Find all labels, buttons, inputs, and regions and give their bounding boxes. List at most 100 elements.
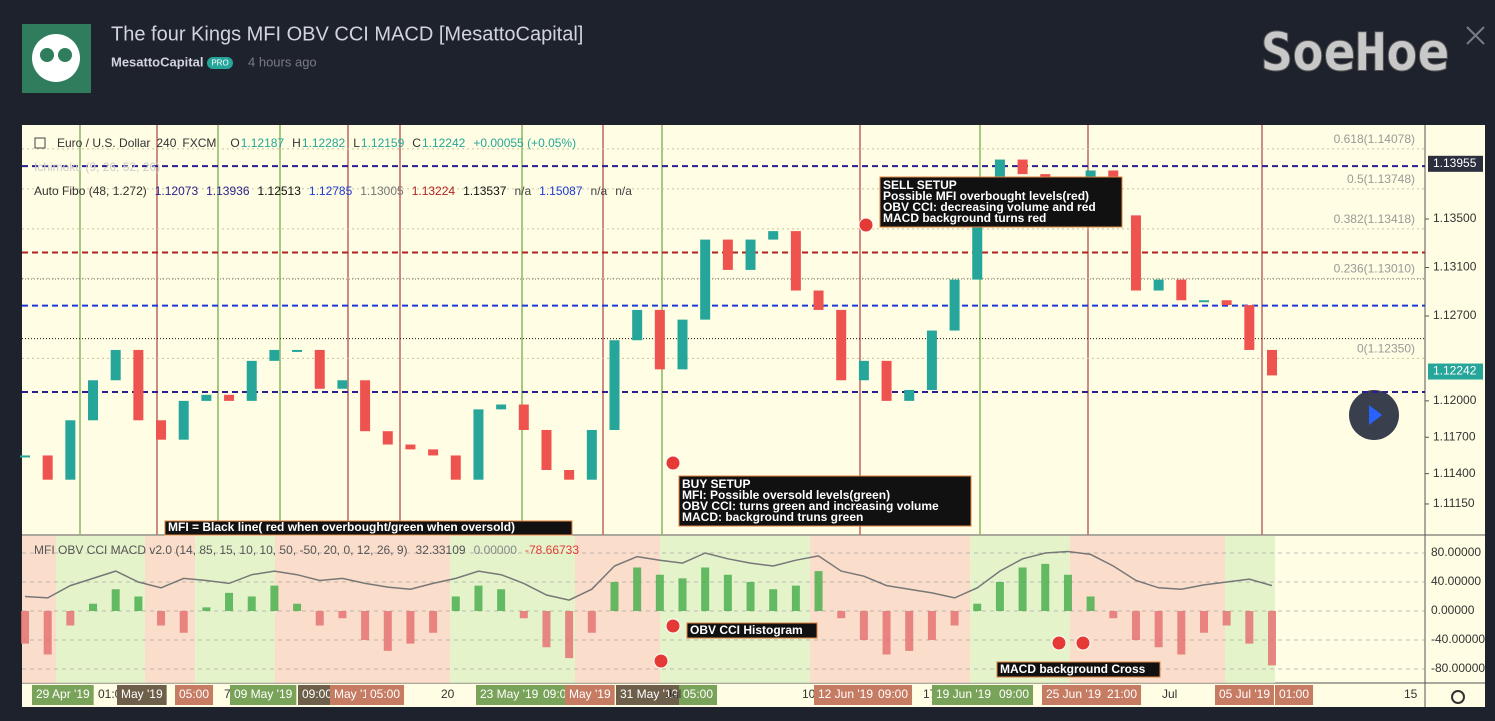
candle — [836, 309, 847, 381]
author[interactable]: MesattoCapital — [111, 54, 203, 69]
candle — [564, 470, 575, 480]
close-button[interactable] — [1466, 26, 1485, 45]
time-label-bg — [298, 685, 337, 705]
annotation-text: MFI = Black line( red when overbought/gr… — [168, 520, 515, 534]
time-label: May '19 — [121, 687, 163, 701]
time-label-bg — [1042, 685, 1106, 705]
histogram-bar — [247, 596, 256, 611]
ohlc-key: C — [412, 136, 421, 150]
ohlc-value: 1.12242 — [422, 136, 466, 150]
time-label: 31 May '19 — [620, 687, 679, 701]
time-label-bg — [814, 685, 878, 705]
candle — [292, 349, 303, 352]
macd-background — [56, 536, 145, 683]
candle — [450, 455, 461, 480]
histogram-bar — [1154, 610, 1163, 648]
idea-title: The four Kings MFI OBV CCI MACD [Mesatto… — [111, 23, 583, 45]
time-label: 25 Jun '19 — [1046, 687, 1101, 701]
histogram-bar — [293, 603, 302, 611]
main-pane — [22, 125, 1425, 535]
histogram-bar — [497, 589, 506, 611]
indicator-legend: MFI OBV CCI MACD v2.0 (14, 85, 15, 10, 1… — [34, 543, 408, 557]
candle — [586, 429, 597, 480]
time-label-bg — [230, 685, 297, 705]
time-label: 10 — [802, 687, 816, 701]
fib-level-label: 0.382(1.13418) — [1334, 212, 1415, 226]
time-label: 29 Apr '19 — [36, 687, 90, 701]
macd-background — [810, 536, 970, 683]
annotation-text: SELL SETUP — [883, 178, 957, 192]
histogram-bar — [905, 610, 914, 651]
histogram-bar — [995, 581, 1004, 611]
time-label-bg — [679, 685, 718, 705]
exchange: FXCM — [182, 136, 216, 150]
histogram-bar — [89, 603, 98, 611]
macd-background — [22, 536, 56, 683]
auto-fibo-value: 1.13936 — [206, 184, 250, 198]
histogram-bar — [1268, 610, 1276, 666]
annotation-text: MACD background Cross — [1000, 662, 1146, 676]
candle — [904, 389, 915, 401]
histogram-bar — [565, 610, 574, 659]
candle — [65, 420, 76, 480]
time-label: 12 Jun '19 — [818, 687, 873, 701]
indicator-readout: -78.66733 — [525, 543, 579, 557]
annotation-text: BUY SETUP — [682, 477, 750, 491]
histogram-bar — [1131, 610, 1140, 640]
settings-icon[interactable] — [1451, 690, 1465, 704]
price-badge-label: 1.13955 — [1433, 156, 1477, 170]
histogram-bar — [134, 596, 143, 611]
time-label: 05:00 — [370, 687, 400, 701]
play-icon — [1369, 405, 1382, 425]
macd-background — [345, 536, 450, 683]
time-label: 05:00 — [683, 687, 713, 701]
candle — [314, 349, 325, 389]
auto-fibo-value: 1.15087 — [539, 184, 583, 198]
candle — [1017, 159, 1028, 175]
symbol: Euro / U.S. Dollar — [57, 136, 150, 150]
macd-background — [145, 536, 195, 683]
annotation-text: OBV CCI Histogram — [690, 623, 803, 637]
histogram-bar — [179, 610, 188, 633]
histogram-bar — [202, 607, 211, 611]
time-label-bg — [616, 685, 683, 705]
histogram-bar — [383, 610, 392, 651]
candle — [722, 239, 733, 270]
watermark: SoeHoe — [1261, 23, 1449, 83]
time-label-bg — [932, 685, 996, 705]
histogram-bar — [859, 610, 868, 640]
owl-eye — [58, 48, 72, 62]
collapse-icon[interactable] — [34, 137, 46, 149]
histogram-bar — [429, 610, 438, 633]
candle — [269, 349, 280, 361]
macd-background — [1070, 536, 1225, 683]
candle — [110, 349, 121, 381]
auto-fibo-value: 1.12073 — [155, 184, 199, 198]
auto-fibo-value: 1.12513 — [258, 184, 302, 198]
ohlc-value: 1.12187 — [241, 136, 285, 150]
time-label: Jul — [1162, 687, 1177, 701]
histogram-bar — [270, 585, 279, 611]
time-label: 09:00 — [999, 687, 1029, 701]
avatar-owl — [32, 34, 80, 82]
indicator-tick-label: 0.00000 — [1431, 603, 1475, 617]
candle — [609, 340, 620, 430]
price-axis — [1425, 125, 1485, 683]
time-label-bg — [565, 685, 615, 705]
candle — [700, 239, 711, 320]
histogram-bar — [1199, 610, 1208, 633]
indicator-tick-label: 40.00000 — [1431, 574, 1481, 588]
annotation-text: OBV CCI: turns green and increasing volu… — [682, 499, 939, 513]
time-label: 09:00 — [302, 687, 332, 701]
candle — [156, 420, 167, 440]
time-label-bg — [476, 685, 543, 705]
histogram-bar — [746, 581, 755, 611]
price-tick-label: 1.11700 — [1433, 429, 1476, 443]
histogram-bar — [769, 589, 778, 611]
time-label-bg — [1215, 685, 1274, 705]
time-label-bg — [175, 685, 214, 705]
candle — [405, 444, 416, 450]
histogram-bar — [1018, 567, 1027, 611]
time-label: 05 Jul '19 — [1219, 687, 1270, 701]
arrow-marker — [665, 455, 681, 471]
